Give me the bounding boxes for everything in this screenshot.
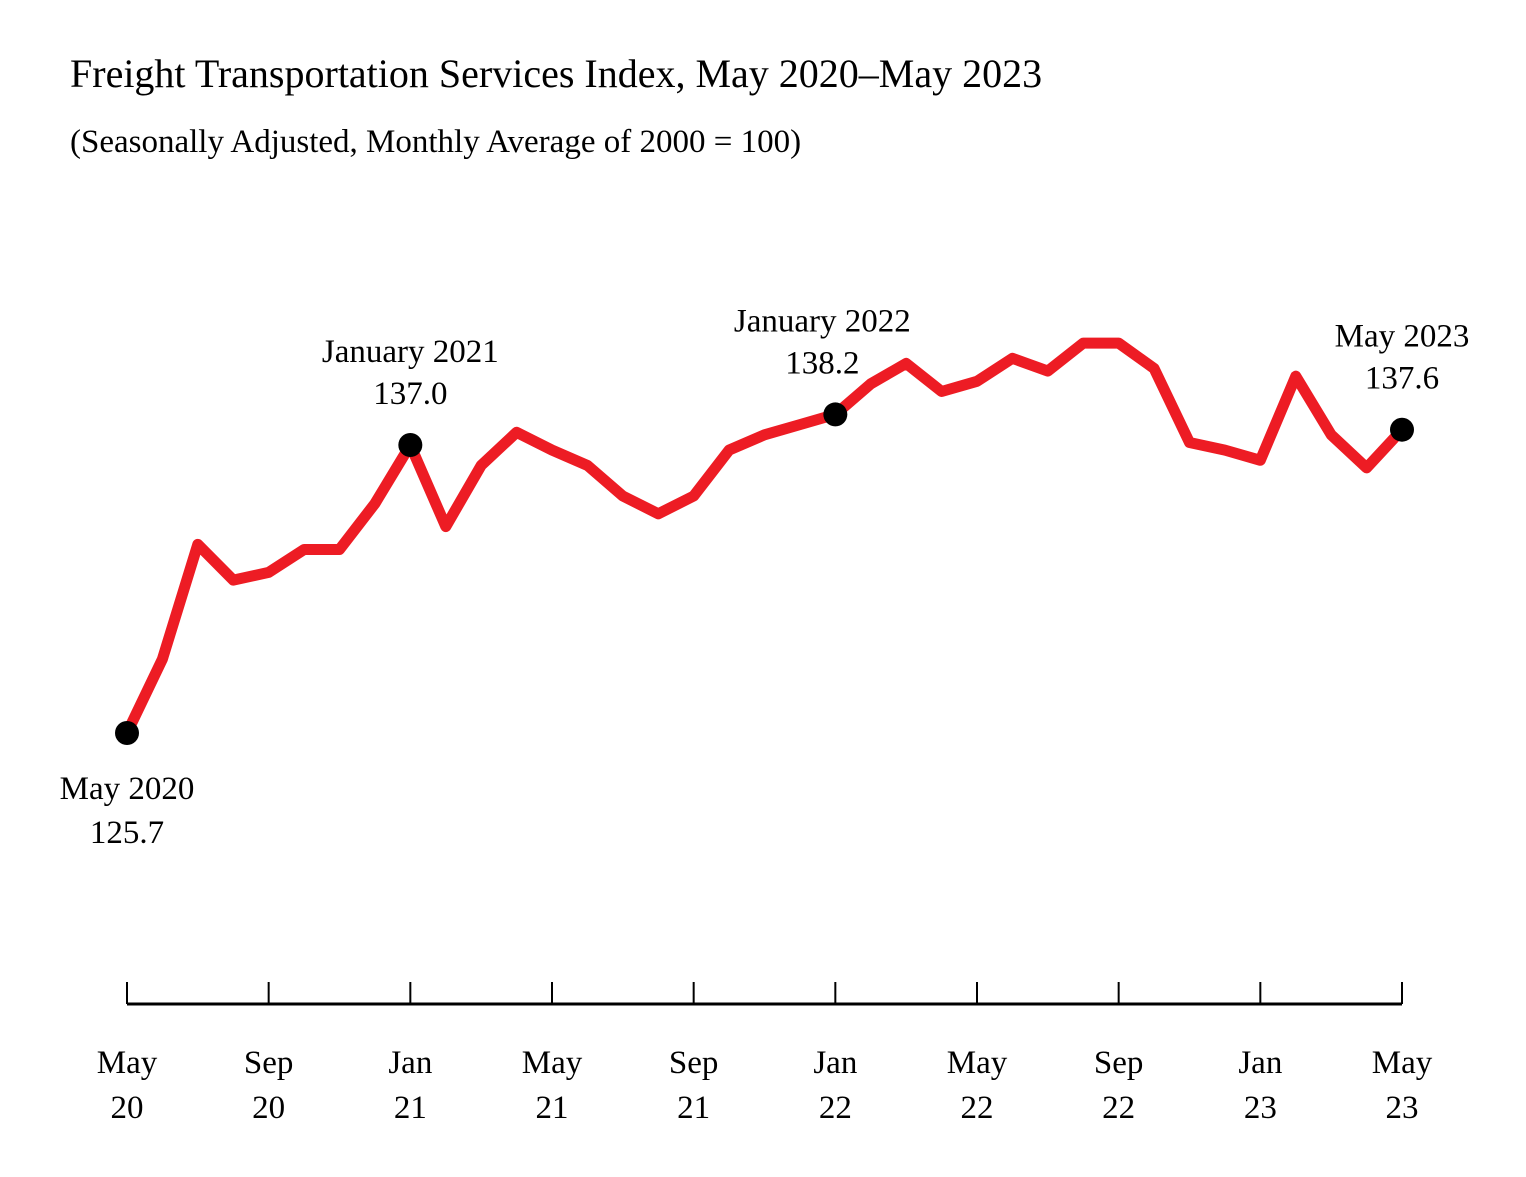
x-tick-label-year: 21 (677, 1090, 710, 1126)
x-tick-label-year: 23 (1244, 1090, 1277, 1126)
x-tick-label-month: Jan (813, 1045, 857, 1081)
annotation-value: 137.6 (1365, 361, 1439, 397)
x-tick-label-year: 21 (394, 1090, 427, 1126)
highlight-marker (398, 433, 423, 457)
chart-title: Freight Transportation Services Index, M… (70, 51, 1043, 96)
x-tick-label-month: Jan (388, 1045, 432, 1081)
x-tick-label-month: May (522, 1045, 583, 1081)
annotation-label: January 2021 (322, 334, 499, 370)
series-layer (122, 337, 1407, 736)
x-tick-label-month: May (1372, 1045, 1433, 1081)
x-tick-label-year: 20 (252, 1090, 285, 1126)
x-tick-label-year: 23 (1386, 1090, 1419, 1126)
x-tick-label-year: 21 (536, 1090, 569, 1126)
x-tick-label-year: 20 (111, 1090, 144, 1126)
annotation-value: 138.2 (785, 345, 859, 381)
x-tick-label-month: Jan (1238, 1045, 1282, 1081)
markers-layer (115, 402, 1414, 745)
annotation-label: May 2023 (1335, 319, 1470, 355)
x-tick-label-month: Sep (669, 1045, 719, 1081)
highlight-marker (823, 402, 848, 427)
annotation-label: January 2022 (734, 303, 911, 339)
annotation-value: 125.7 (90, 815, 164, 851)
x-tick-label-month: May (947, 1045, 1008, 1081)
x-axis: May 20 Sep 20 Jan 21 May 21 Sep 21 Jan 22 May 22 Sep 22… (97, 982, 1433, 1126)
highlight-marker (115, 721, 139, 745)
series-line-0 (122, 337, 1407, 736)
x-tick-label-month: May (97, 1045, 158, 1081)
annotations-layer: May 2020 125.7 January 2021 137.0 January 20… (60, 303, 1470, 851)
x-tick-label-year: 22 (1102, 1090, 1135, 1126)
annotation-label: May 2020 (60, 771, 195, 807)
x-tick-label-month: Sep (1094, 1045, 1144, 1081)
chart-subtitle: (Seasonally Adjusted, Monthly Average of… (70, 124, 802, 160)
x-tick-label-year: 22 (819, 1090, 852, 1126)
x-tick-label-year: 22 (961, 1090, 994, 1126)
x-tick-label-month: Sep (244, 1045, 294, 1081)
annotation-value: 137.0 (373, 376, 447, 412)
highlight-marker (1390, 417, 1414, 442)
